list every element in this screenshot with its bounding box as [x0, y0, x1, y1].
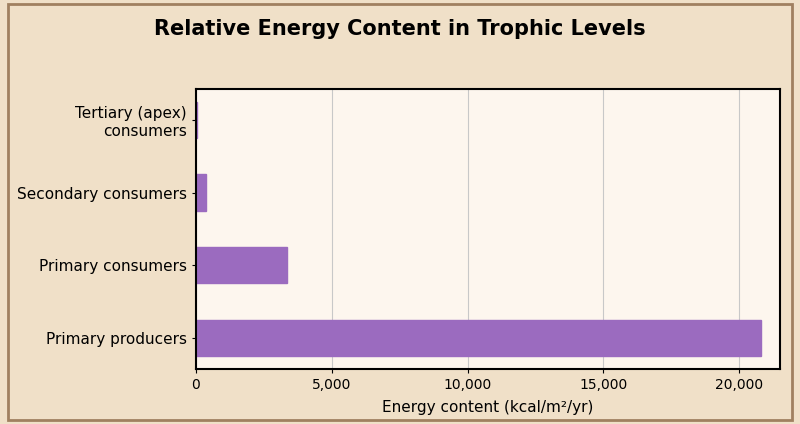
X-axis label: Energy content (kcal/m²/yr): Energy content (kcal/m²/yr) — [382, 400, 594, 415]
Bar — [196, 247, 287, 284]
Text: Relative Energy Content in Trophic Levels: Relative Energy Content in Trophic Level… — [154, 19, 646, 39]
Bar — [196, 320, 762, 356]
Bar — [196, 174, 206, 211]
